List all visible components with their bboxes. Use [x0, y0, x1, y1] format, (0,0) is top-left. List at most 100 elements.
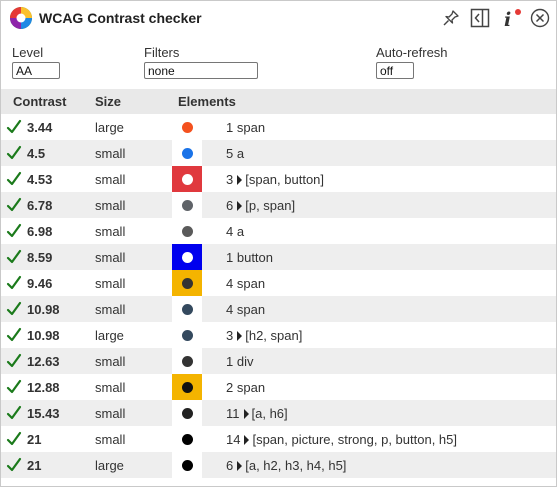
- elements-cell[interactable]: 3 [span, button]: [226, 172, 324, 187]
- app-title: WCAG Contrast checker: [39, 10, 202, 26]
- level-label: Level: [12, 45, 44, 60]
- color-swatch: [172, 140, 202, 166]
- foreground-dot: [182, 434, 193, 445]
- color-swatch: [172, 322, 202, 348]
- info-icon[interactable]: i: [501, 7, 525, 29]
- dock-sidebar-icon[interactable]: [469, 7, 491, 29]
- color-swatch: [172, 452, 202, 478]
- elements-cell[interactable]: 3 [h2, span]: [226, 328, 302, 343]
- element-tags: [span, picture, strong, p, button, h5]: [252, 432, 457, 447]
- table-row[interactable]: 6.78 small 6 [p, span]: [1, 192, 556, 218]
- text-size: small: [95, 380, 126, 395]
- element-tags: [span, button]: [245, 172, 325, 187]
- filters-select[interactable]: none: [144, 62, 258, 79]
- table-row[interactable]: 15.43 small 11 [a, h6]: [1, 400, 556, 426]
- elements-cell[interactable]: 14 [span, picture, strong, p, button, h5]: [226, 432, 457, 447]
- element-tags: span: [236, 276, 266, 291]
- check-icon: [6, 353, 22, 368]
- elements-cell[interactable]: 1 span: [226, 120, 265, 135]
- table-row[interactable]: 9.46 small 4 span: [1, 270, 556, 296]
- elements-cell[interactable]: 1 button: [226, 250, 273, 265]
- foreground-dot: [182, 226, 193, 237]
- elements-cell[interactable]: 5 a: [226, 146, 244, 161]
- element-count: 6: [226, 198, 234, 213]
- element-tags: [a, h2, h3, h4, h5]: [245, 458, 347, 473]
- element-count: 5: [226, 146, 234, 161]
- text-size: small: [95, 354, 126, 369]
- contrast-value: 10.98: [27, 302, 60, 317]
- check-icon: [6, 457, 22, 472]
- element-tags: [h2, span]: [245, 328, 303, 343]
- color-swatch: [172, 400, 202, 426]
- header-elements[interactable]: Elements: [178, 94, 236, 109]
- element-tags: span: [236, 380, 266, 395]
- table-row[interactable]: 12.88 small 2 span: [1, 374, 556, 400]
- title-bar: WCAG Contrast checker i: [1, 1, 556, 35]
- elements-cell[interactable]: 6 [a, h2, h3, h4, h5]: [226, 458, 346, 473]
- element-tags: span: [236, 120, 266, 135]
- expand-triangle-icon[interactable]: [237, 331, 243, 341]
- table-row[interactable]: 21 small 14 [span, picture, strong, p, butt…: [1, 426, 556, 452]
- foreground-dot: [182, 382, 193, 393]
- table-row[interactable]: 10.98 small 4 span: [1, 296, 556, 322]
- element-count: 11: [226, 406, 240, 421]
- foreground-dot: [182, 278, 193, 289]
- contrast-value: 3.44: [27, 120, 53, 135]
- color-swatch: [172, 374, 202, 400]
- table-row[interactable]: 6.98 small 4 a: [1, 218, 556, 244]
- text-size: large: [95, 458, 124, 473]
- elements-cell[interactable]: 11 [a, h6]: [226, 406, 288, 421]
- close-icon[interactable]: [529, 7, 551, 29]
- expand-triangle-icon[interactable]: [237, 175, 243, 185]
- check-icon: [6, 431, 22, 446]
- text-size: large: [95, 120, 124, 135]
- expand-triangle-icon[interactable]: [237, 201, 243, 211]
- elements-cell[interactable]: 1 div: [226, 354, 253, 369]
- table-row[interactable]: 3.44 large 1 span: [1, 114, 556, 140]
- element-count: 1: [226, 250, 234, 265]
- text-size: small: [95, 276, 126, 291]
- table-row[interactable]: 4.53 small 3 [span, button]: [1, 166, 556, 192]
- check-icon: [6, 249, 22, 264]
- expand-triangle-icon[interactable]: [244, 435, 250, 445]
- contrast-value: 8.59: [27, 250, 53, 265]
- contrast-value: 12.88: [27, 380, 60, 395]
- filters-label: Filters: [144, 45, 180, 60]
- text-size: small: [95, 302, 126, 317]
- text-size: small: [95, 224, 126, 239]
- check-icon: [6, 119, 22, 134]
- table-row[interactable]: 8.59 small 1 button: [1, 244, 556, 270]
- foreground-dot: [182, 304, 193, 315]
- table-row[interactable]: 4.5 small 5 a: [1, 140, 556, 166]
- table-row[interactable]: 10.98 large 3 [h2, span]: [1, 322, 556, 348]
- auto-refresh-select[interactable]: off: [376, 62, 414, 79]
- elements-cell[interactable]: 4 a: [226, 224, 244, 239]
- color-swatch: [172, 244, 202, 270]
- text-size: small: [95, 172, 126, 187]
- auto-refresh-label: Auto-refresh: [376, 45, 448, 60]
- check-icon: [6, 171, 22, 186]
- level-select[interactable]: AA: [12, 62, 60, 79]
- elements-cell[interactable]: 2 span: [226, 380, 265, 395]
- contrast-value: 21: [27, 458, 42, 473]
- foreground-dot: [182, 408, 193, 419]
- check-icon: [6, 223, 22, 238]
- auto-refresh-select-value: off: [380, 64, 394, 78]
- table-row[interactable]: 12.63 small 1 div: [1, 348, 556, 374]
- table-row[interactable]: 21 large 6 [a, h2, h3, h4, h5]: [1, 452, 556, 478]
- color-swatch: [172, 296, 202, 322]
- elements-cell[interactable]: 6 [p, span]: [226, 198, 295, 213]
- check-icon: [6, 275, 22, 290]
- element-tags: [p, span]: [245, 198, 296, 213]
- expand-triangle-icon[interactable]: [237, 461, 243, 471]
- expand-triangle-icon[interactable]: [243, 409, 249, 419]
- contrast-value: 12.63: [27, 354, 60, 369]
- header-contrast[interactable]: Contrast: [13, 94, 67, 109]
- elements-cell[interactable]: 4 span: [226, 302, 265, 317]
- element-tags: button: [236, 250, 274, 265]
- elements-cell[interactable]: 4 span: [226, 276, 265, 291]
- pin-icon[interactable]: [441, 7, 461, 29]
- element-count: 4: [226, 302, 234, 317]
- header-size[interactable]: Size: [95, 94, 122, 109]
